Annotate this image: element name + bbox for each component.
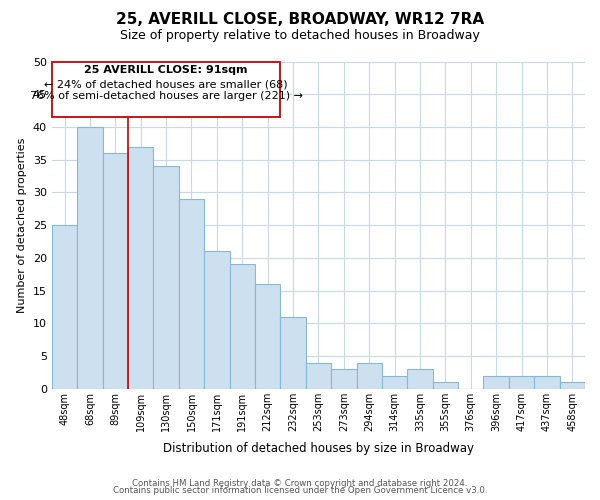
Bar [128,146,154,388]
FancyBboxPatch shape [52,62,280,117]
Bar [534,376,560,388]
Bar [204,252,230,388]
Text: 25 AVERILL CLOSE: 91sqm: 25 AVERILL CLOSE: 91sqm [85,65,248,75]
Bar [382,376,407,388]
Bar [407,369,433,388]
Bar [433,382,458,388]
Bar [560,382,585,388]
Bar [179,199,204,388]
Text: Contains public sector information licensed under the Open Government Licence v3: Contains public sector information licen… [113,486,487,495]
Bar [280,316,306,388]
Bar [154,166,179,388]
Y-axis label: Number of detached properties: Number of detached properties [17,138,28,313]
Bar [356,362,382,388]
Text: 25, AVERILL CLOSE, BROADWAY, WR12 7RA: 25, AVERILL CLOSE, BROADWAY, WR12 7RA [116,12,484,28]
X-axis label: Distribution of detached houses by size in Broadway: Distribution of detached houses by size … [163,442,474,455]
Bar [77,127,103,388]
Bar [255,284,280,389]
Bar [52,225,77,388]
Bar [306,362,331,388]
Bar [331,369,356,388]
Text: 76% of semi-detached houses are larger (221) →: 76% of semi-detached houses are larger (… [29,91,302,101]
Text: Contains HM Land Registry data © Crown copyright and database right 2024.: Contains HM Land Registry data © Crown c… [132,478,468,488]
Bar [103,153,128,388]
Bar [230,264,255,388]
Text: Size of property relative to detached houses in Broadway: Size of property relative to detached ho… [120,29,480,42]
Bar [509,376,534,388]
Text: ← 24% of detached houses are smaller (68): ← 24% of detached houses are smaller (68… [44,80,288,90]
Bar [484,376,509,388]
